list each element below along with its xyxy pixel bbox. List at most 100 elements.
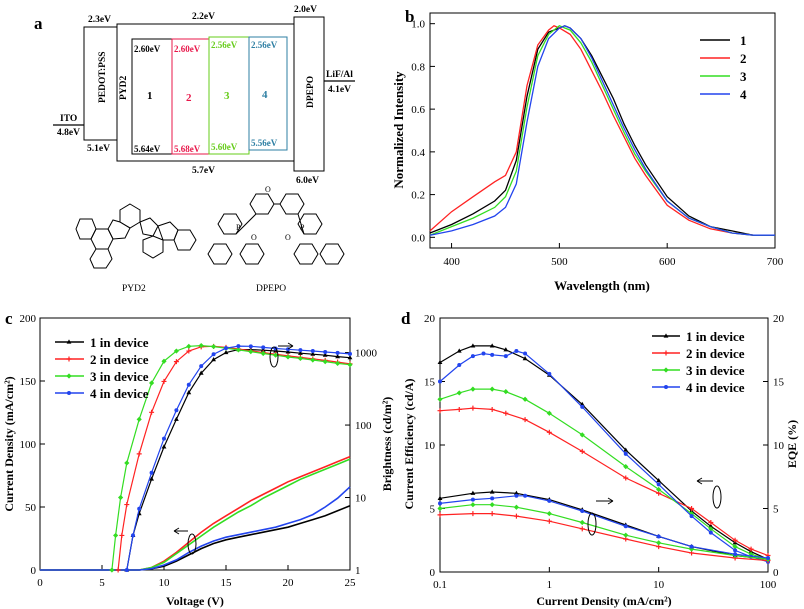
panel-d-eqe-4-point xyxy=(580,509,585,514)
panel-b-legend-label-1: 1 xyxy=(740,33,747,48)
panel-c-lv-4-point xyxy=(310,349,315,354)
panel-c-lv-3-point xyxy=(198,342,204,349)
panel-c-lv-1-point xyxy=(298,350,303,355)
panel-b-label: b xyxy=(405,7,414,26)
panel-d-xtick-label: 1 xyxy=(547,579,553,591)
panel-d-ce-3-point xyxy=(623,463,629,470)
panel-d-legend-marker-4-in-device-point xyxy=(664,385,668,389)
panel-c-lv-3-point xyxy=(297,355,303,362)
panel-c-lv-4-point xyxy=(348,351,352,356)
panel-d-eqe-2-point xyxy=(470,511,476,517)
panel-c-lv-3-point xyxy=(322,359,328,365)
panel-c-y2tick-label: 10 xyxy=(355,493,367,505)
panel-d-xtick-label: 0.1 xyxy=(433,579,447,591)
panel-c-lv-3-point xyxy=(109,567,115,573)
emitter-4-box xyxy=(248,36,288,151)
panel-d-legend: 1 in device 2 in device 3 in device 4 in de… xyxy=(652,329,745,395)
panel-d-ce-1-point xyxy=(708,523,714,528)
panel-c-legend-label-3-in-device: 3 in device xyxy=(90,369,149,384)
dpepo-caption: DPEPO xyxy=(256,284,286,294)
panel-d-eqe-2-point xyxy=(546,518,552,524)
panel-c-lv-4-point xyxy=(149,470,154,475)
panel-d-eqe-3-point xyxy=(437,505,443,512)
panel-c-lv-1-point xyxy=(260,347,266,352)
panel-d-ce-4-point xyxy=(580,404,585,409)
ito-value: 4.8eV xyxy=(57,128,80,138)
panel-d-y2tick-label: 5 xyxy=(773,504,779,516)
panel-c-y2tick-label: 1000 xyxy=(355,348,378,360)
panel-d-eqe-4-point xyxy=(514,493,519,498)
panel-c-lv-4-point xyxy=(298,348,303,353)
panel-d-y2tick-label: 20 xyxy=(773,313,785,325)
panel-d-eqe-3-point xyxy=(579,519,585,526)
panel-c-lv-2-point xyxy=(186,348,192,354)
panel-c-legend-marker-1-in-device-point xyxy=(66,339,72,344)
emitter-4-number: 4 xyxy=(262,89,268,101)
panel-c-xtick-label: 20 xyxy=(283,577,295,589)
panel-d-ce-1-point xyxy=(522,356,528,361)
panel-d-ce-3-point xyxy=(579,432,585,438)
panel-d-ce-4-point xyxy=(503,354,508,359)
panel-d-eqe-4-point xyxy=(656,534,661,539)
panel-d-y2tick-label: 15 xyxy=(773,377,785,389)
panel-c-legend-marker-4-in-device-point xyxy=(67,391,71,395)
panel-c-lv-1-point xyxy=(310,351,316,356)
panel-d-eqe-2-point xyxy=(437,512,443,518)
panel-d-ce-2-point xyxy=(623,475,629,481)
panel-c-lv-4-point xyxy=(236,344,241,349)
panel-d-ce-indicator-ellipse xyxy=(712,485,722,509)
panel-d-eqe-4-point xyxy=(438,501,442,506)
panel-c-jv-3-line xyxy=(40,458,351,571)
panel-b-series-2-line xyxy=(429,25,775,236)
dpepo-o-atom-left: O xyxy=(251,233,257,242)
panel-c-lv-2-point xyxy=(124,502,130,508)
panel-c-lv-1-point xyxy=(186,390,192,395)
panel-d-eqe-3-point xyxy=(688,546,695,552)
panel-c-y2tick-label: 100 xyxy=(355,420,372,432)
panel-d-eqe-3-point xyxy=(546,510,552,517)
panel-d-eqe-3-point xyxy=(513,504,520,510)
panel-c-ytick-label: 0 xyxy=(31,565,37,577)
panel-d-ce-1-point xyxy=(623,447,629,452)
panel-d-eqe-3-point xyxy=(623,532,629,538)
panel-c-legend-label-2-in-device: 2 in device xyxy=(90,352,149,367)
host-bottom-value: 5.7eV xyxy=(192,166,215,176)
panel-c-lv-4-point xyxy=(211,352,216,357)
panel-d-ce-3-point xyxy=(470,386,476,392)
emitter-1-bottom: 5.64eV xyxy=(134,144,161,154)
panel-d-y2label: EQE (%) xyxy=(785,420,799,468)
panel-c-lv-1-point xyxy=(273,348,278,353)
panel-c-jv-indicator-ellipse xyxy=(187,533,197,555)
panel-d-eqe-1-line xyxy=(439,491,769,560)
panel-d-ce-4-point xyxy=(457,362,462,367)
panel-d-ytick-label: 10 xyxy=(424,440,436,452)
dpepo-p-atom-left: P xyxy=(236,223,241,232)
panel-d-ce-2-point xyxy=(456,406,462,412)
panel-d-eqe-4-point xyxy=(470,497,475,502)
panel-d-eqe-2-point xyxy=(489,511,495,517)
panel-c-lv-3-point xyxy=(335,360,341,366)
panel-c-lv-1-point xyxy=(149,476,154,481)
panel-c-xtick-label: 15 xyxy=(221,577,233,589)
panel-d-ce-1-point xyxy=(470,343,476,348)
panel-d-eqe-3-point xyxy=(489,502,495,508)
panel-c-lv-2-point xyxy=(115,567,121,573)
panel-b-series-4-line xyxy=(429,25,775,236)
panel-c-lv-3-point xyxy=(285,354,291,360)
panel-b-legend-label-4: 4 xyxy=(740,87,747,102)
panel-d-ce-1-point xyxy=(456,348,462,353)
panel-d-ce-2-point xyxy=(546,429,552,435)
panel-d-ce-4-point xyxy=(689,514,694,519)
panel-d-eqe-4-point xyxy=(490,496,495,501)
panel-c-lv-3-point xyxy=(124,460,130,466)
panel-c-ylabel: Current Density (mA/cm²) xyxy=(2,376,16,511)
panel-d-ce-4-point xyxy=(623,451,628,456)
panel-d-ce-2-point xyxy=(522,417,528,423)
panel-d-eqe-4-point xyxy=(689,544,694,549)
panel-c-lv-4-point xyxy=(224,346,228,351)
panel-d-ce-3-point xyxy=(748,551,754,557)
emitter-4-top: 2.56eV xyxy=(251,40,278,50)
dpepo-top-value: 2.0eV xyxy=(294,5,317,15)
panel-c-lv-1-point xyxy=(211,357,216,362)
